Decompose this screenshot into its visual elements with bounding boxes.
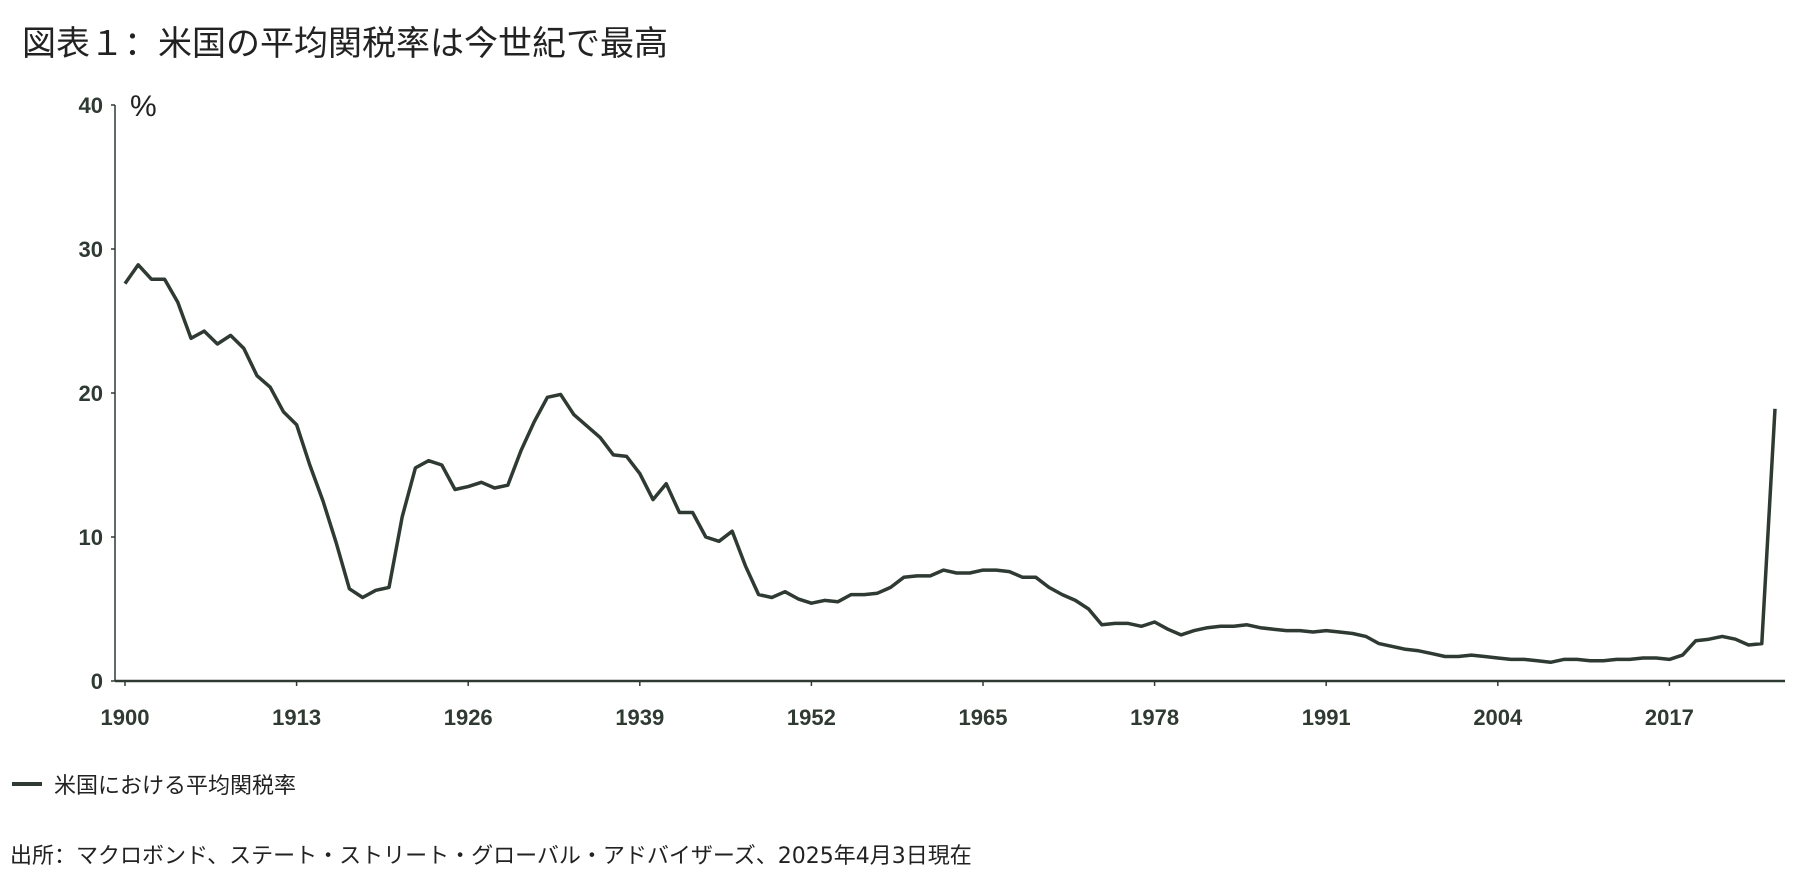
x-tick-label: 1939: [615, 705, 664, 730]
series-line-average-tariff: [123, 263, 1777, 665]
y-tick-label: 0: [91, 669, 103, 694]
y-tick-label: 10: [79, 525, 103, 550]
x-tick-label: 2017: [1645, 705, 1694, 730]
y-tick-label: 40: [79, 93, 103, 118]
x-tick-label: 1913: [272, 705, 321, 730]
legend-label: 米国における平均関税率: [54, 774, 297, 799]
x-tick-label: 1965: [959, 705, 1008, 730]
x-tick-label: 1991: [1302, 705, 1351, 730]
legend-swatch: [12, 782, 42, 786]
source-note: 出所：マクロボンド、ステート・ストリート・グローバル・アドバイザーズ、2025年…: [10, 844, 972, 869]
x-tick-label: 1926: [444, 705, 493, 730]
y-tick-label: 30: [79, 237, 103, 262]
series-layer: [123, 263, 1777, 665]
y-tick-label: 20: [79, 381, 103, 406]
x-tick-label: 1978: [1130, 705, 1179, 730]
y-axis-unit-label: %: [130, 90, 157, 123]
x-tick-label: 1952: [787, 705, 836, 730]
legend: 米国における平均関税率: [12, 768, 296, 800]
chart-title: 図表１：米国の平均関税率は今世紀で最高: [22, 24, 668, 64]
x-tick-label: 1900: [101, 705, 150, 730]
x-tick-label: 2004: [1473, 705, 1523, 730]
axes: 0 10 20 30 40 1900 1913 1926 1939 1952 1965 1978 199…: [79, 93, 1785, 730]
